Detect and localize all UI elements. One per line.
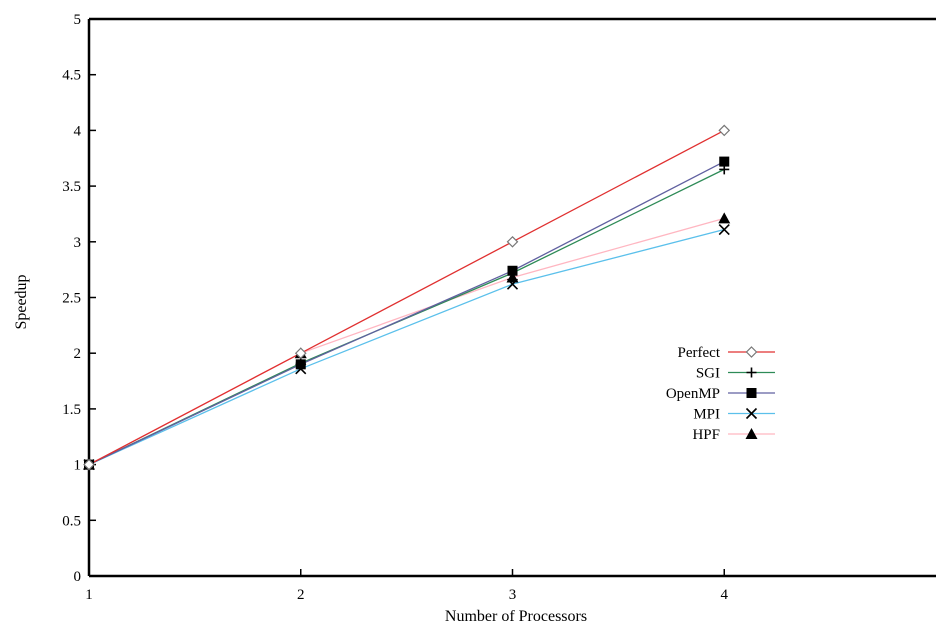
y-tick-label-9: 4.5: [62, 68, 81, 84]
legend-marker-hpf: [745, 428, 758, 439]
legend-marker-sgi: [746, 367, 757, 378]
y-tick-label-8: 4: [74, 123, 82, 139]
legend-label-perfect: Perfect: [678, 345, 721, 361]
point-mpi-2: [506, 278, 519, 290]
legend-marker-perfect: [745, 346, 758, 358]
x-tick-label-1: 2: [297, 587, 305, 603]
y-axis-label: Speedup: [13, 274, 30, 329]
point-openmp-3: [719, 156, 730, 167]
point-openmp-1: [295, 359, 306, 370]
series-line-hpf: [88, 217, 725, 466]
legend-marker-openmp: [746, 388, 757, 398]
series-line-openmp: [88, 161, 725, 466]
series-line-mpi: [88, 228, 725, 466]
legend-marker-mpi: [745, 407, 758, 420]
point-openmp-2: [507, 265, 518, 276]
point-perfect-0: [83, 458, 95, 471]
point-perfect-1: [294, 347, 307, 360]
y-tick-label-5: 2.5: [62, 291, 81, 307]
legend-label-openmp: OpenMP: [666, 386, 720, 402]
x-tick-label-2: 3: [509, 587, 517, 603]
legend-label-sgi: SGI: [696, 366, 720, 382]
point-perfect-2: [506, 235, 519, 248]
axis-ticks: 0 0.5 1 1.5 2 2.5 3 3.5 4 4.5 5 1 2 3 4: [62, 12, 728, 603]
point-hpf-3: [718, 212, 731, 224]
y-tick-label-7: 3.5: [62, 179, 81, 195]
x-tick-label-3: 4: [721, 587, 729, 603]
x-axis-label: Number of Processors: [445, 608, 587, 625]
x-tick-label-0: 1: [85, 587, 93, 603]
y-tick-label-3: 1.5: [62, 402, 81, 418]
legend: Perfect SGI OpenMP MPI HPF: [666, 345, 775, 443]
y-tick-label-4: 2: [74, 346, 82, 362]
plot-axes: [87, 17, 936, 578]
series-markers: [83, 124, 731, 471]
point-mpi-3: [718, 223, 730, 236]
legend-label-mpi: MPI: [693, 407, 720, 423]
series-lines: [88, 129, 725, 466]
point-perfect-3: [718, 124, 731, 137]
legend-label-hpf: HPF: [692, 427, 720, 443]
y-tick-label-10: 5: [74, 12, 82, 28]
y-tick-label-1: 0.5: [62, 513, 81, 529]
y-tick-label-2: 1: [74, 458, 82, 474]
y-tick-label-6: 3: [74, 235, 82, 251]
series-line-perfect: [88, 129, 725, 466]
y-tick-label-0: 0: [74, 569, 82, 585]
